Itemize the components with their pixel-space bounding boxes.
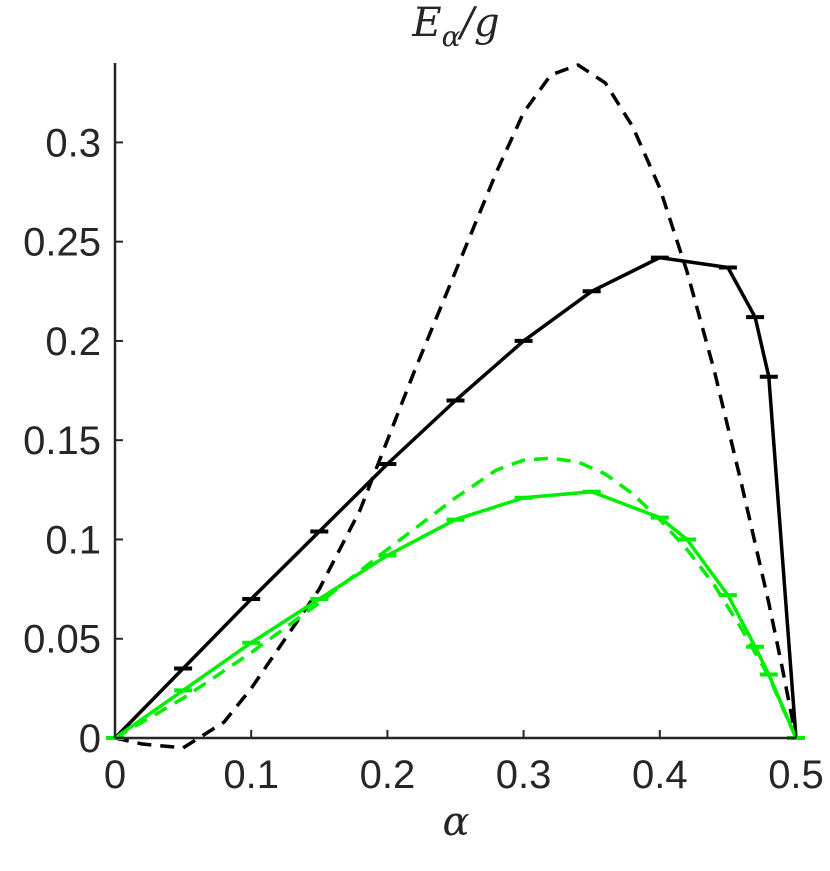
x-tick-label: 0.4 [632, 753, 688, 797]
y-tick-label: 0.3 [45, 121, 101, 165]
series-line-3 [114, 456, 798, 740]
x-tick-label: 0.2 [360, 753, 416, 797]
y-tick-label: 0.05 [23, 618, 101, 662]
ticks-layer: 0 0.1 0.2 0.3 0.4 0.5 0 0.05 0.1 0.15 0.2 0.25 0.3 [23, 121, 824, 797]
x-tick-label: 0 [104, 753, 126, 797]
x-tick-label: 0.5 [768, 753, 824, 797]
y-tick-label: 0.25 [23, 221, 101, 265]
x-tick-label: 0.3 [496, 753, 552, 797]
chart-title: Eα/g [411, 0, 499, 53]
x-tick-label: 0.1 [223, 753, 279, 797]
title-rest: /g [457, 0, 500, 46]
title-sub: α [442, 20, 461, 53]
series-line-2 [113, 490, 798, 740]
y-tick-label: 0.1 [45, 518, 101, 562]
series-line-1 [114, 63, 798, 750]
series-layer [106, 63, 805, 750]
y-tick-label: 0.15 [23, 419, 101, 463]
y-tick-label: 0 [79, 717, 101, 761]
x-axis-label: α [442, 799, 469, 845]
y-tick-label: 0.2 [45, 320, 101, 364]
title-main: E [411, 0, 441, 46]
